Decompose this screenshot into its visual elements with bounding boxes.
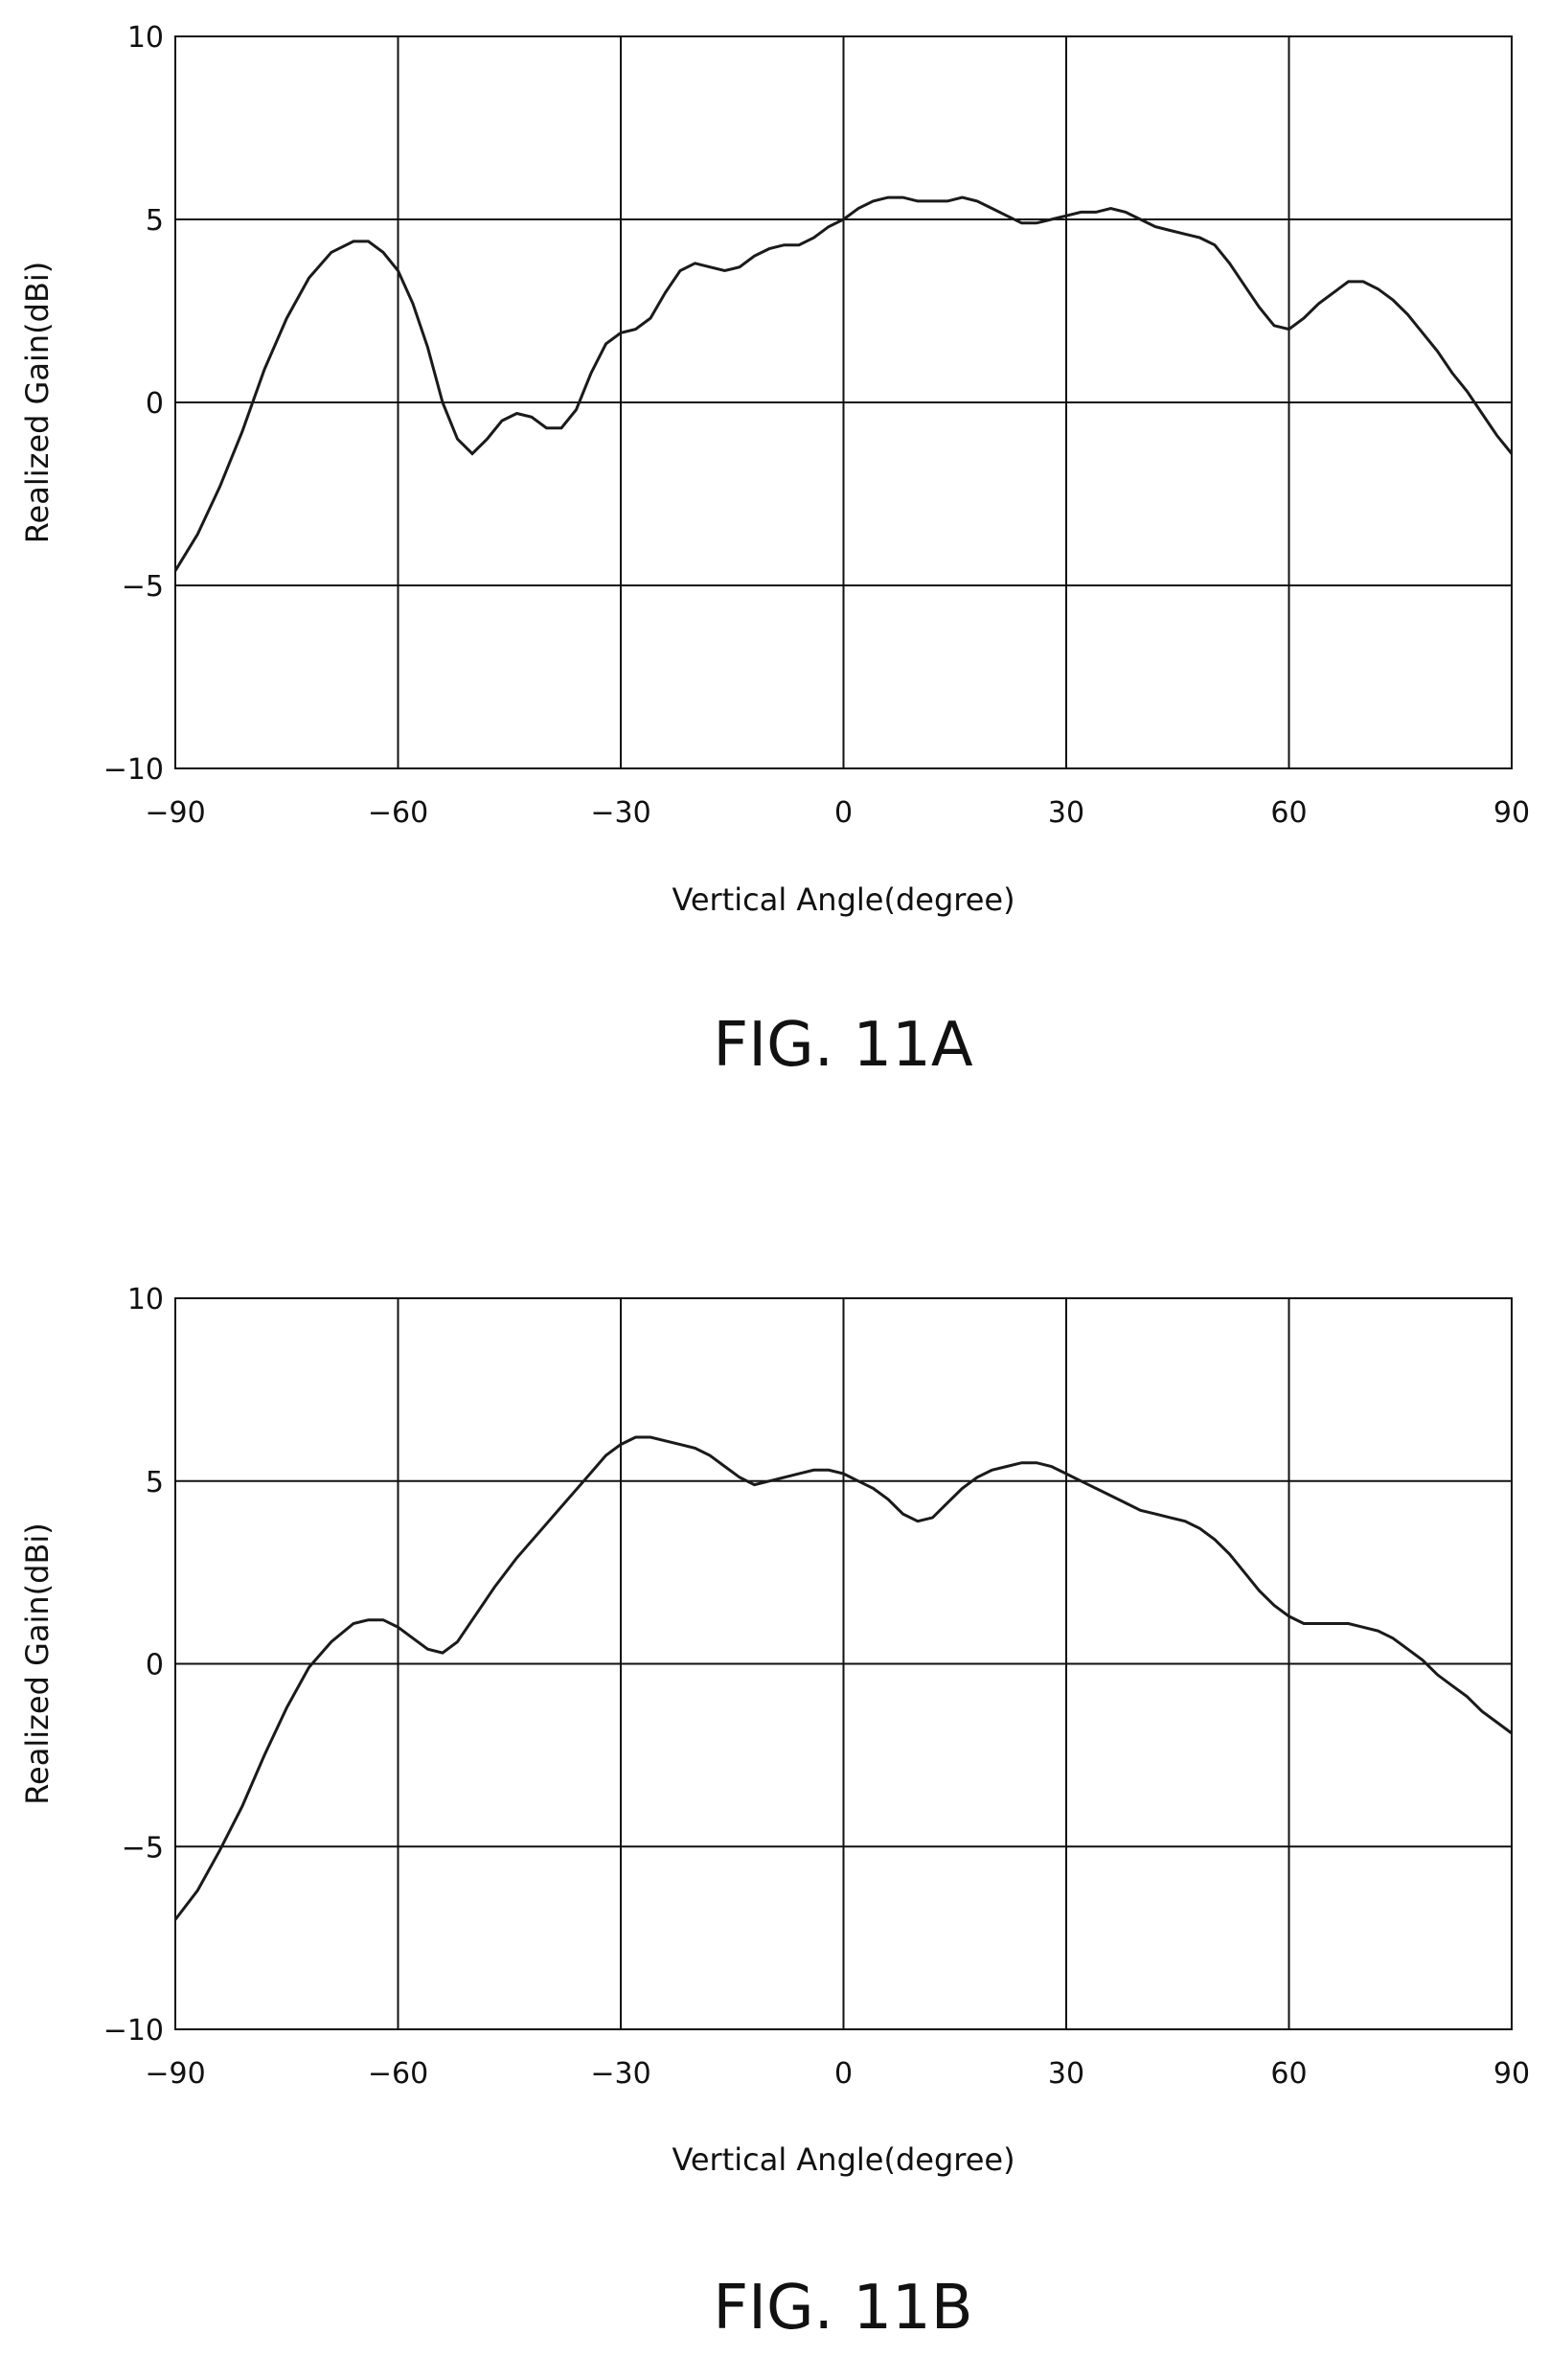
chart-11b-y-tick-label: −5 <box>122 1831 164 1865</box>
chart-11b-y-tick-label: 5 <box>146 1466 164 1499</box>
chart-11b-y-ticks: 10 5 0 −5 −10 <box>103 1283 164 2048</box>
chart-11b-x-ticks: −90 −60 −30 0 30 60 90 <box>145 2057 1530 2091</box>
chart-11b-gridlines <box>175 1298 1512 2029</box>
chart-11a-y-ticks: 10 5 0 −5 −10 <box>103 21 164 787</box>
chart-11a-x-tick-label: 30 <box>1048 796 1084 830</box>
chart-11b-y-axis-label: Realized Gain(dBi) <box>19 1522 56 1805</box>
chart-11b-x-tick-label: 0 <box>834 2057 853 2091</box>
chart-11b-caption: FIG. 11B <box>713 2273 972 2344</box>
chart-11a-x-tick-label: 90 <box>1493 796 1530 830</box>
chart-11b-y-tick-label: 0 <box>146 1649 164 1682</box>
chart-11b-x-tick-label: −30 <box>590 2057 650 2091</box>
chart-11b-y-tick-label: 10 <box>127 1283 164 1316</box>
chart-11b-series-line <box>173 1435 1513 1921</box>
chart-11b-x-tick-label: 90 <box>1493 2057 1530 2091</box>
chart-11b-y-tick-label: −10 <box>103 2014 164 2048</box>
chart-11a-x-axis-label: Vertical Angle(degree) <box>672 881 1014 918</box>
chart-11a-x-tick-label: 60 <box>1270 796 1307 830</box>
chart-11a-y-tick-label: −5 <box>122 570 164 604</box>
chart-11a-y-tick-label: 10 <box>127 21 164 55</box>
chart-11b-plot-frame <box>174 1297 1513 2030</box>
chart-11b-x-tick-label: 30 <box>1048 2057 1084 2091</box>
chart-11a-plot-frame <box>174 35 1513 769</box>
chart-11a-y-tick-label: 5 <box>146 204 164 238</box>
chart-11b-x-tick-label: 60 <box>1270 2057 1307 2091</box>
chart-11a-y-tick-label: −10 <box>103 753 164 787</box>
chart-11a-x-tick-label: −90 <box>145 796 205 830</box>
chart-11a-x-tick-label: 0 <box>834 796 853 830</box>
chart-11b-x-axis-label: Vertical Angle(degree) <box>672 2141 1014 2178</box>
chart-11a-x-tick-label: −60 <box>368 796 428 830</box>
chart-11a-y-tick-label: 0 <box>146 387 164 421</box>
chart-11a-y-axis-label: Realized Gain(dBi) <box>19 262 56 544</box>
chart-11b-x-tick-label: −60 <box>368 2057 428 2091</box>
chart-11a-x-tick-label: −30 <box>590 796 650 830</box>
chart-11b: 10 5 0 −5 −10 −90 −60 −30 0 30 60 90 Vertical Angl… <box>19 1283 1530 2344</box>
chart-11b-x-tick-label: −90 <box>145 2057 205 2091</box>
chart-11a-series-line <box>173 195 1514 572</box>
chart-11a-x-ticks: −90 −60 −30 0 30 60 90 <box>145 796 1530 830</box>
chart-11a: 10 5 0 −5 −10 −90 −60 −30 0 30 60 90 Vertical Angl… <box>19 21 1530 1081</box>
chart-11a-caption: FIG. 11A <box>713 1010 972 1081</box>
